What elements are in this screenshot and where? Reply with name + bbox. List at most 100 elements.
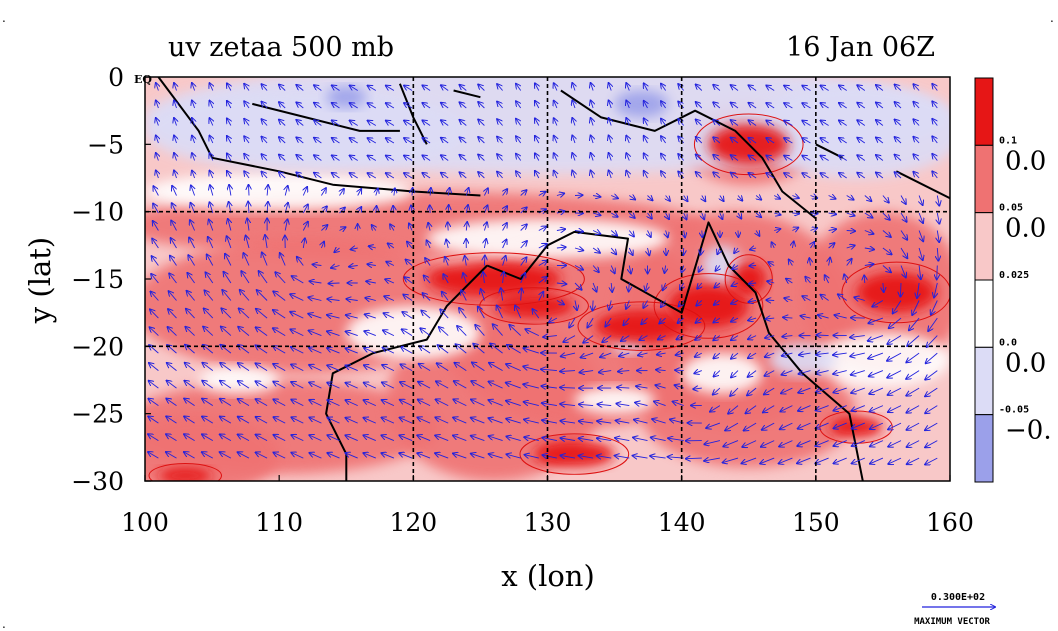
wind-vector: [314, 138, 322, 144]
wind-vector: [238, 363, 250, 371]
wind-vector: [364, 418, 376, 424]
wind-vector: [864, 276, 865, 284]
wind-vector: [932, 154, 937, 161]
wind-vector: [503, 189, 508, 196]
wind-vector: [190, 220, 196, 231]
wind-vector: [465, 256, 467, 266]
wind-vector: [869, 370, 884, 377]
wind-vector: [478, 137, 485, 144]
wind-vector: [368, 103, 377, 109]
wind-vector: [744, 422, 757, 430]
wind-vector: [358, 189, 362, 196]
wind-vector: [381, 435, 395, 442]
wind-vector: [816, 353, 829, 355]
wind-vector: [748, 336, 757, 340]
wind-vector: [291, 329, 304, 337]
wind-vector: [834, 422, 847, 428]
wind-vector: [221, 308, 232, 319]
wind-vector: [376, 189, 378, 196]
wind-vector: [524, 437, 539, 441]
wind-vector: [384, 313, 395, 319]
wind-vector: [895, 155, 902, 161]
wind-vector: [696, 301, 703, 306]
wind-vector: [220, 381, 232, 389]
wind-vector: [629, 282, 630, 291]
wind-vector: [202, 381, 214, 389]
wind-vector: [560, 387, 576, 388]
wind-vector: [593, 300, 594, 311]
wind-vector: [723, 457, 739, 463]
wind-vector: [297, 257, 304, 266]
wind-vector: [202, 434, 214, 441]
wind-vector: [644, 136, 648, 144]
wind-vector: [882, 265, 891, 273]
wind-vector: [696, 120, 703, 126]
vector-key-label: MAXIMUM VECTOR: [914, 617, 990, 627]
wind-vector: [386, 121, 395, 126]
wind-vector: [516, 136, 521, 144]
wind-vector: [900, 247, 907, 258]
wind-vector: [713, 85, 721, 91]
wind-vector: [471, 454, 485, 459]
wind-vector: [303, 187, 307, 196]
wind-vector: [765, 353, 775, 357]
wind-vector: [259, 271, 268, 284]
wind-vector: [626, 136, 629, 144]
wind-vector: [913, 172, 920, 179]
wind-vector: [210, 171, 213, 179]
wind-vector: [932, 101, 937, 109]
wind-vector: [383, 330, 395, 337]
wind-vector: [773, 196, 780, 199]
contour-line: [519, 433, 630, 475]
wind-vector: [732, 283, 739, 286]
wind-vector: [473, 344, 485, 354]
wind-vector: [549, 318, 558, 322]
corner-mark: .: [2, 617, 6, 631]
wind-vector: [591, 136, 594, 144]
wind-vector: [693, 388, 702, 389]
wind-vector: [541, 369, 557, 370]
wind-vector: [256, 363, 268, 371]
wind-vector: [520, 224, 527, 231]
wind-vector: [238, 435, 250, 441]
wind-vector: [327, 453, 340, 459]
wind-vector: [700, 247, 701, 255]
wind-vector: [525, 329, 539, 337]
wind-vector: [404, 103, 413, 109]
wind-vector: [210, 185, 213, 196]
wind-vector: [280, 253, 286, 266]
wind-vector: [648, 212, 652, 219]
wind-vector: [227, 154, 231, 161]
wind-vector: [572, 136, 575, 144]
wind-vector: [810, 228, 818, 231]
wind-vector: [386, 103, 395, 109]
wind-vector: [784, 86, 793, 91]
colorbar-segment: [974, 279, 994, 348]
wind-vector: [364, 331, 376, 337]
wind-vector: [238, 417, 250, 424]
wind-vector: [784, 138, 793, 144]
wind-vector: [658, 336, 666, 340]
y-tick-label: −20: [71, 332, 124, 361]
wind-vector: [731, 138, 739, 144]
wind-vector: [340, 208, 345, 214]
wind-vector: [895, 120, 902, 126]
wind-vector: [809, 258, 810, 266]
wind-vector: [926, 352, 938, 363]
wind-vector: [192, 136, 195, 144]
wind-vector: [202, 417, 214, 424]
wind-vector: [350, 173, 358, 179]
wind-vector: [169, 291, 177, 301]
wind-vector: [422, 138, 431, 144]
wind-vector: [296, 155, 304, 161]
wind-vector: [314, 155, 322, 161]
wind-vector: [569, 317, 576, 327]
wind-vector: [273, 382, 286, 389]
wind-vector: [730, 387, 739, 396]
x-tick-label: 100: [121, 508, 169, 537]
colorbar-segment: [974, 212, 994, 281]
colorbar-label-small: 0.025: [999, 270, 1029, 281]
wind-vector: [626, 300, 629, 309]
wind-vector: [661, 119, 666, 126]
